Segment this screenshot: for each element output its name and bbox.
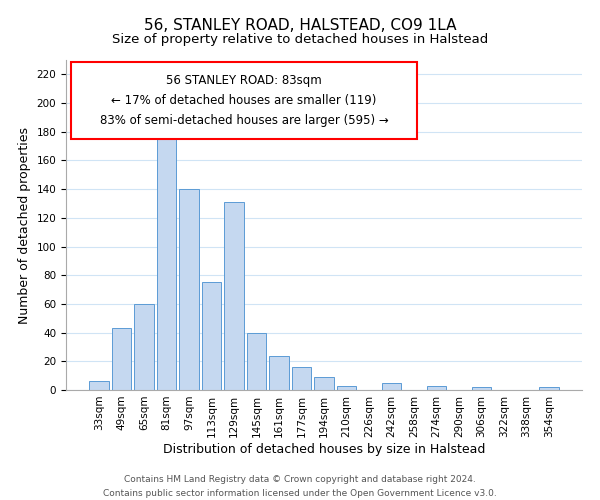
Bar [89,382,109,390]
Bar [112,328,131,390]
Text: Size of property relative to detached houses in Halstead: Size of property relative to detached ho… [112,32,488,46]
Bar [292,367,311,390]
Bar [314,377,334,390]
Bar [539,387,559,390]
Bar [427,386,446,390]
Bar [134,304,154,390]
Bar [382,383,401,390]
FancyBboxPatch shape [71,62,417,139]
Bar [269,356,289,390]
Bar [179,189,199,390]
Bar [157,139,176,390]
X-axis label: Distribution of detached houses by size in Halstead: Distribution of detached houses by size … [163,442,485,456]
Text: Contains HM Land Registry data © Crown copyright and database right 2024.
Contai: Contains HM Land Registry data © Crown c… [103,476,497,498]
Bar [337,386,356,390]
Text: 56 STANLEY ROAD: 83sqm
← 17% of detached houses are smaller (119)
83% of semi-de: 56 STANLEY ROAD: 83sqm ← 17% of detached… [100,74,388,127]
Bar [202,282,221,390]
Y-axis label: Number of detached properties: Number of detached properties [18,126,31,324]
Text: 56, STANLEY ROAD, HALSTEAD, CO9 1LA: 56, STANLEY ROAD, HALSTEAD, CO9 1LA [144,18,456,32]
Bar [224,202,244,390]
Bar [472,387,491,390]
Bar [247,332,266,390]
